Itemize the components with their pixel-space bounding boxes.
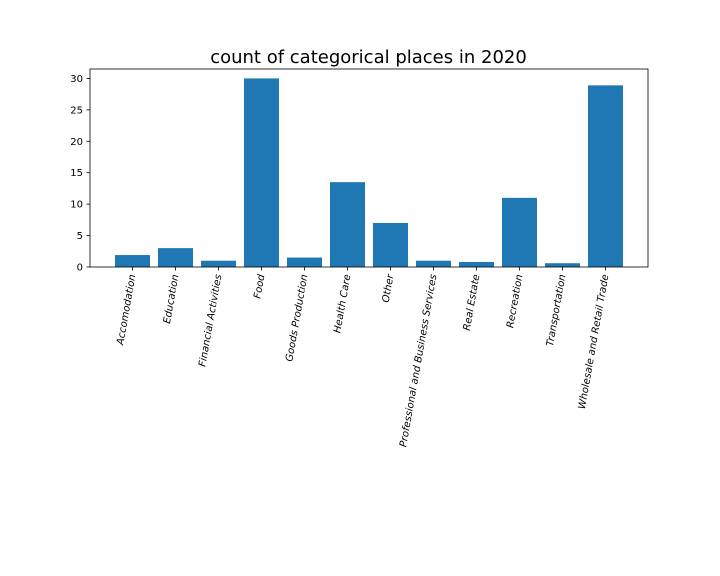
bar-accomodation [115,255,150,267]
x-tick-label: Professional and Business Services [398,274,439,448]
bar-real-estate [459,261,494,267]
bar-wholesale-and-retail-trade [588,85,623,267]
bar-transportation [545,263,580,267]
y-tick-label: 10 [70,200,83,211]
y-tick-label: 0 [77,263,83,274]
x-tick-label: Recreation [505,274,525,329]
y-axis: 0 5 10 15 20 25 30 [70,74,90,274]
y-tick-label: 30 [70,74,83,85]
x-tick-label: Financial Activities [197,274,224,368]
bar-goods-production [287,257,322,267]
chart-title: count of categorical places in 2020 [210,47,527,68]
x-tick-label: Food [252,273,267,300]
x-tick-label: Real Estate [462,274,483,332]
bar-health-care [330,182,365,267]
bar-recreation [502,197,537,267]
x-tick-label: Health Care [332,274,353,334]
plot-frame [89,68,649,268]
bar-other [373,223,408,267]
bar-professional-and-business-services [416,260,451,267]
y-tick-label: 15 [70,168,83,179]
y-tick-label: 20 [70,137,83,148]
bar-education [158,248,193,267]
y-tick-label: 5 [77,231,83,242]
x-tick-label: Education [162,274,181,325]
bar-financial-activities [201,260,236,267]
x-tick-label: Transportation [545,274,568,348]
x-axis: Accomodation Education Financial Activitie… [115,267,611,448]
x-tick-label: Accomodation [115,274,138,347]
bar-food [244,78,279,267]
x-tick-label: Other [381,273,397,304]
y-tick-label: 25 [70,105,83,116]
bars-group [115,78,623,267]
x-tick-label: Goods Production [284,274,310,363]
x-tick-label: Wholesale and Retail Trade [577,274,612,411]
